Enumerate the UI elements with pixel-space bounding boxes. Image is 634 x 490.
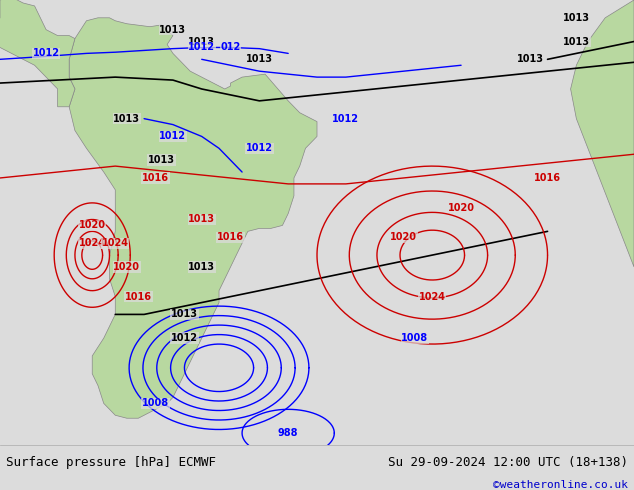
Text: 988: 988 <box>278 428 299 438</box>
Text: 012: 012 <box>221 43 241 52</box>
Text: 1012: 1012 <box>32 49 60 58</box>
Text: 1012: 1012 <box>171 333 198 343</box>
Polygon shape <box>69 18 317 418</box>
Text: 1013: 1013 <box>246 54 273 64</box>
Text: 1024: 1024 <box>102 238 129 248</box>
Text: 1012: 1012 <box>188 43 215 52</box>
Text: 1024: 1024 <box>79 238 106 248</box>
Text: 1012: 1012 <box>332 114 359 123</box>
Text: 1013: 1013 <box>188 37 215 47</box>
Text: 1013: 1013 <box>171 309 198 319</box>
Text: ©weatheronline.co.uk: ©weatheronline.co.uk <box>493 480 628 490</box>
Text: 1020: 1020 <box>448 203 475 213</box>
Text: 1020: 1020 <box>113 262 140 272</box>
Text: 1016: 1016 <box>534 173 561 183</box>
Text: 1008: 1008 <box>401 333 429 343</box>
Text: 1013: 1013 <box>517 54 544 64</box>
Text: 1013: 1013 <box>113 114 140 123</box>
Text: 1020: 1020 <box>79 220 106 230</box>
Text: 1013: 1013 <box>188 262 215 272</box>
Text: 1012: 1012 <box>246 143 273 153</box>
Text: 1008: 1008 <box>142 398 169 408</box>
Text: 1020: 1020 <box>390 232 417 242</box>
Text: Su 29-09-2024 12:00 UTC (18+138): Su 29-09-2024 12:00 UTC (18+138) <box>387 457 628 469</box>
Text: 1013: 1013 <box>148 155 175 165</box>
Text: 1013: 1013 <box>159 24 186 35</box>
Polygon shape <box>0 0 75 107</box>
Text: Surface pressure [hPa] ECMWF: Surface pressure [hPa] ECMWF <box>6 457 216 469</box>
Text: 1016: 1016 <box>142 173 169 183</box>
Text: 1012: 1012 <box>159 131 186 142</box>
Text: 1016: 1016 <box>125 292 152 302</box>
Text: 1024: 1024 <box>419 292 446 302</box>
Text: 1013: 1013 <box>188 215 215 224</box>
Text: 1016: 1016 <box>217 232 244 242</box>
Text: 1013: 1013 <box>563 13 590 23</box>
Text: 1013: 1013 <box>563 37 590 47</box>
Polygon shape <box>571 0 634 267</box>
